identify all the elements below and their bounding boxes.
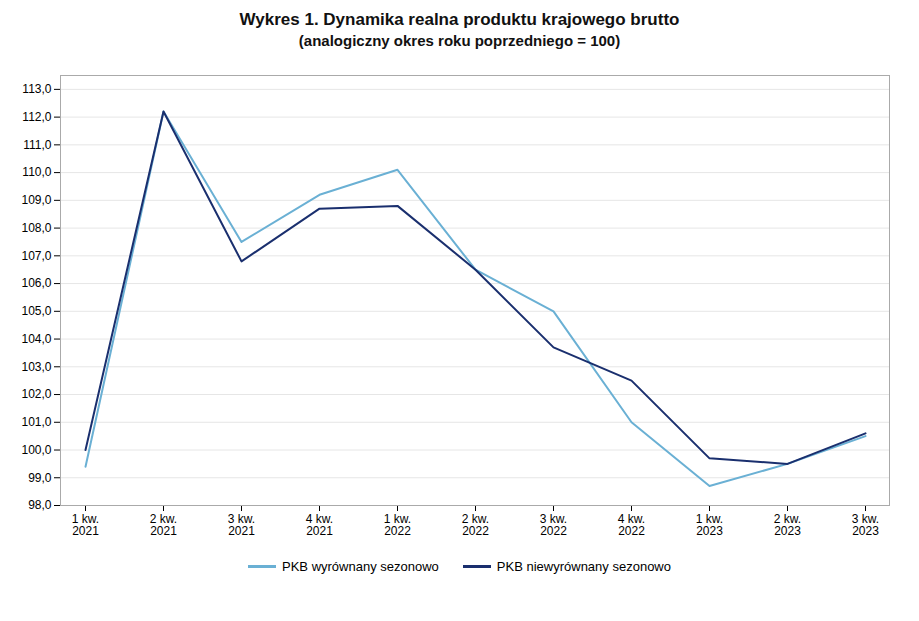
svg-text:1 kw.2021: 1 kw.2021	[72, 512, 99, 538]
svg-text:99,0: 99,0	[28, 471, 52, 485]
svg-text:110,0: 110,0	[22, 165, 51, 179]
svg-text:101,0: 101,0	[21, 415, 51, 429]
svg-text:111,0: 111,0	[23, 138, 52, 152]
svg-text:3 kw.2023: 3 kw.2023	[852, 512, 879, 538]
svg-text:3 kw.2021: 3 kw.2021	[228, 512, 255, 538]
svg-text:2 kw.2023: 2 kw.2023	[774, 512, 801, 538]
html-text:PKB niewyrównany sezonowo: PKB niewyrównany sezonowo	[496, 559, 671, 574]
html-text:Wykres 1. Dynamika realna prod: Wykres 1. Dynamika realna produktu krajo…	[239, 10, 680, 29]
svg-text:2 kw.2021: 2 kw.2021	[150, 512, 177, 538]
svg-text:107,0: 107,0	[21, 249, 51, 263]
svg-text:3 kw.2022: 3 kw.2022	[540, 512, 567, 538]
svg-text:102,0: 102,0	[21, 387, 51, 401]
svg-text:98,0: 98,0	[28, 498, 52, 512]
svg-text:104,0: 104,0	[21, 332, 51, 346]
svg-text:4 kw.2021: 4 kw.2021	[306, 512, 333, 538]
svg-text:1 kw.2023: 1 kw.2023	[696, 512, 723, 538]
svg-text:103,0: 103,0	[21, 360, 51, 374]
html-text:PKB wyrównany sezonowo: PKB wyrównany sezonowo	[282, 559, 439, 574]
svg-text:106,0: 106,0	[21, 276, 51, 290]
svg-text:112,0: 112,0	[22, 110, 51, 124]
svg-text:113,0: 113,0	[22, 82, 51, 96]
html-text:(analogiczny okres roku poprze: (analogiczny okres roku poprzedniego = 1…	[298, 32, 621, 49]
svg-text:2 kw.2022: 2 kw.2022	[462, 512, 489, 538]
svg-text:108,0: 108,0	[21, 221, 51, 235]
svg-text:4 kw.2022: 4 kw.2022	[618, 512, 645, 538]
svg-text:109,0: 109,0	[21, 193, 51, 207]
svg-text:1 kw.2022: 1 kw.2022	[384, 512, 411, 538]
svg-text:105,0: 105,0	[21, 304, 51, 318]
svg-text:100,0: 100,0	[21, 443, 51, 457]
